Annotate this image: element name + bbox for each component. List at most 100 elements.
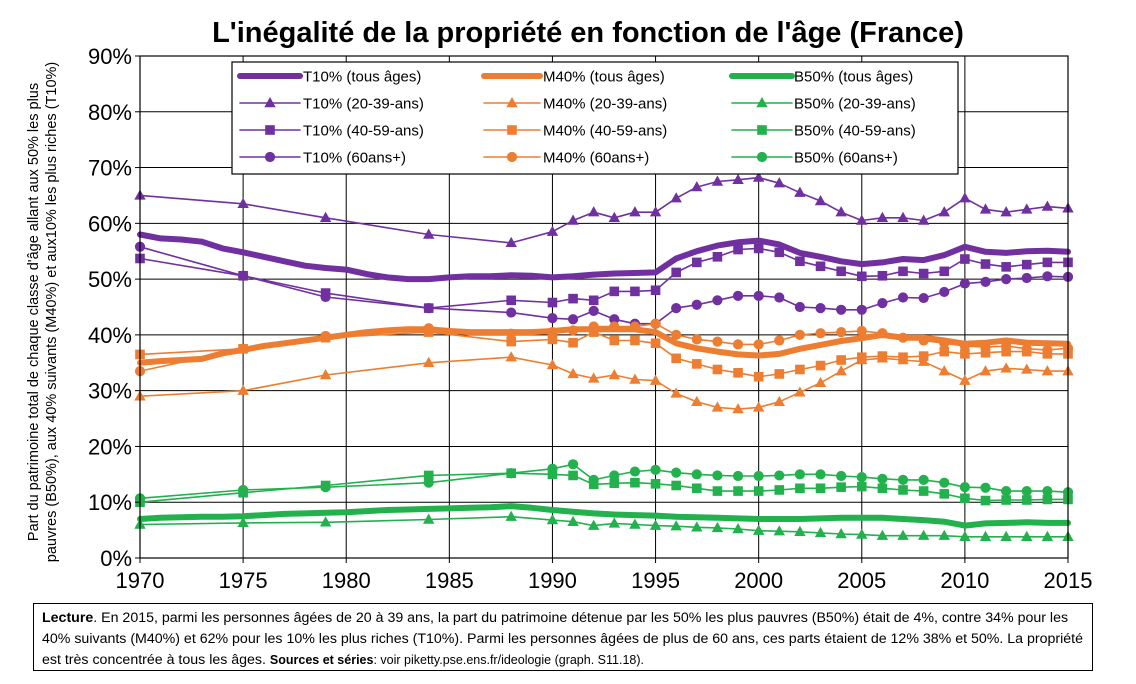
data-point <box>692 257 702 268</box>
data-point <box>692 483 702 494</box>
data-point <box>960 493 970 504</box>
legend-item-m40-3: M40% (60ans+) <box>483 150 649 167</box>
data-point <box>1000 530 1012 542</box>
series-t10-3 <box>134 241 1074 329</box>
data-point <box>630 335 640 346</box>
data-point <box>753 339 764 350</box>
legend-marker <box>757 125 767 135</box>
data-point <box>753 243 764 254</box>
data-point <box>609 335 620 346</box>
legend-item-b50-1: B50% (20-39-ans) <box>731 96 916 113</box>
legend-label: B50% (tous âges) <box>794 69 913 86</box>
series-layer <box>134 171 1074 542</box>
data-point <box>609 470 620 481</box>
x-tick-label: 1975 <box>219 568 268 593</box>
data-point <box>670 192 682 203</box>
data-point <box>939 286 950 298</box>
y-axis-label: Part du patrimoine total de chaque class… <box>26 62 60 562</box>
legend-label: M40% (40-59-ans) <box>543 123 667 140</box>
data-point <box>1021 272 1032 284</box>
data-point <box>670 387 682 398</box>
data-point <box>237 384 249 395</box>
data-point <box>980 342 991 353</box>
data-point <box>671 329 682 340</box>
data-point <box>505 236 517 248</box>
data-point <box>752 401 765 412</box>
data-point <box>980 347 991 358</box>
data-point <box>588 327 599 337</box>
data-point <box>671 267 681 278</box>
data-point <box>506 307 517 318</box>
data-point <box>1001 274 1012 285</box>
data-point <box>712 336 723 347</box>
data-point <box>650 338 661 349</box>
data-point <box>877 473 888 484</box>
data-point <box>732 339 744 350</box>
data-point <box>732 403 744 414</box>
legend-item-t10-3: T10% (60ans+) <box>239 150 406 167</box>
data-point <box>587 372 600 383</box>
data-point <box>836 355 846 365</box>
data-point <box>670 520 682 531</box>
data-point <box>835 365 847 376</box>
data-point <box>505 351 517 362</box>
data-point <box>423 513 435 524</box>
data-point <box>753 371 764 382</box>
data-point <box>732 522 744 534</box>
data-point <box>938 365 950 376</box>
data-point <box>898 266 908 277</box>
data-point <box>588 295 599 306</box>
series-m40-7 <box>134 318 1074 377</box>
data-point <box>876 211 889 222</box>
data-point <box>938 206 950 217</box>
data-point <box>979 365 992 376</box>
data-point <box>733 486 743 496</box>
data-point <box>794 301 806 313</box>
data-point <box>774 292 785 303</box>
legend-marker <box>506 97 518 108</box>
y-tick-label: 40% <box>88 323 132 348</box>
data-point <box>546 514 559 525</box>
data-point <box>423 228 435 239</box>
data-point <box>814 526 827 538</box>
data-point <box>712 252 723 262</box>
sources-label: Sources et séries <box>269 653 374 667</box>
data-point <box>650 318 661 329</box>
data-point <box>814 195 827 206</box>
data-point <box>774 335 785 346</box>
x-tick-label: 1970 <box>116 568 165 593</box>
data-point <box>609 478 620 489</box>
data-point <box>587 206 600 217</box>
data-point <box>980 482 991 493</box>
data-point <box>897 211 909 222</box>
data-point <box>237 516 249 528</box>
data-point <box>319 516 332 527</box>
data-point <box>319 369 332 380</box>
data-point <box>587 519 600 530</box>
data-point <box>732 470 744 482</box>
legend: T10% (tous âges) T10% (20-39-ans) T10% (40… <box>231 61 959 175</box>
data-point <box>794 329 806 340</box>
data-point <box>898 485 908 495</box>
data-point <box>712 486 723 496</box>
data-point <box>1041 530 1054 542</box>
data-point <box>856 271 867 282</box>
data-point <box>1021 495 1032 505</box>
data-point <box>773 525 785 536</box>
data-point <box>980 495 991 506</box>
data-point <box>979 203 992 214</box>
data-point <box>629 321 641 332</box>
data-point <box>794 186 806 197</box>
data-point <box>547 463 558 474</box>
data-point <box>1042 494 1053 505</box>
data-point <box>671 480 681 491</box>
x-tick-label: 2005 <box>837 568 886 593</box>
data-point <box>692 359 702 369</box>
data-point <box>856 304 867 315</box>
data-point <box>1042 344 1053 356</box>
legend-item-b50-0: B50% (tous âges) <box>729 69 913 86</box>
data-point <box>649 206 662 217</box>
data-point <box>608 517 621 528</box>
data-point <box>898 352 908 362</box>
legend-marker <box>507 125 517 135</box>
